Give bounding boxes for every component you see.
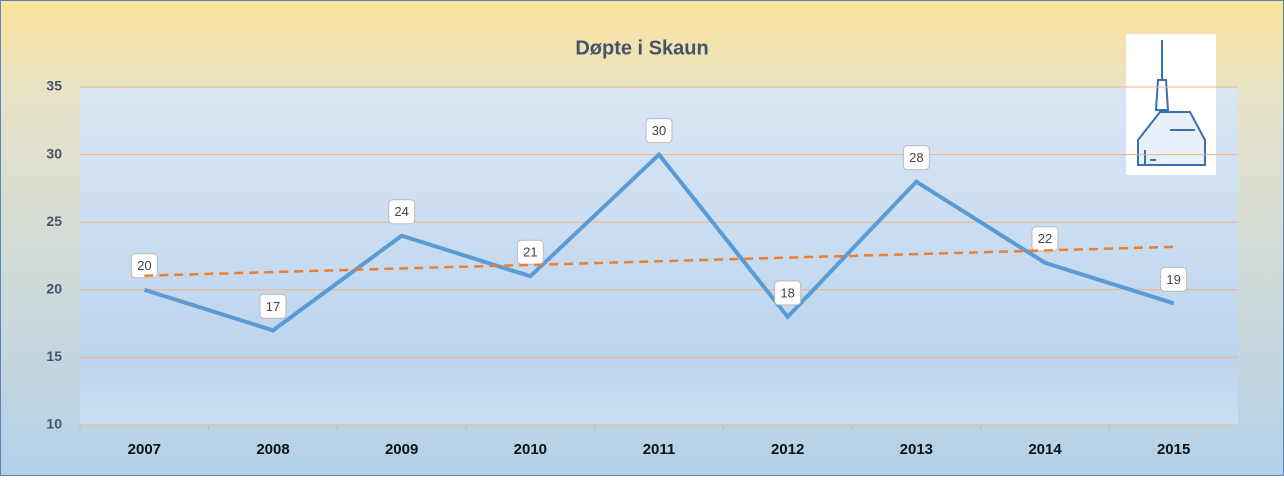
data-label: 22 bbox=[1038, 231, 1052, 246]
data-label: 18 bbox=[780, 285, 794, 300]
data-label: 21 bbox=[523, 245, 537, 260]
x-tick-label: 2015 bbox=[1157, 441, 1190, 458]
x-tick-label: 2011 bbox=[643, 441, 676, 458]
y-tick-label: 20 bbox=[46, 281, 62, 297]
data-label: 19 bbox=[1166, 272, 1180, 287]
data-label: 17 bbox=[266, 299, 280, 314]
x-tick-label: 2012 bbox=[771, 441, 804, 458]
x-tick-label: 2013 bbox=[900, 441, 933, 458]
x-tick-label: 2007 bbox=[128, 441, 161, 458]
x-tick-label: 2014 bbox=[1028, 441, 1062, 458]
y-tick-label: 10 bbox=[46, 416, 62, 432]
church-logo bbox=[1126, 34, 1216, 175]
x-tick-label: 2010 bbox=[514, 441, 547, 458]
y-tick-label: 25 bbox=[46, 213, 62, 229]
x-tick-label: 2009 bbox=[385, 441, 418, 458]
chart: Døpte i Skaun 10 15 20 25 30 35 2007 2008 2009 20… bbox=[0, 0, 1284, 476]
data-label: 30 bbox=[652, 123, 666, 138]
y-tick-label: 35 bbox=[46, 78, 62, 94]
data-label: 24 bbox=[394, 204, 408, 219]
data-label: 20 bbox=[137, 258, 151, 273]
chart-title: Døpte i Skaun bbox=[575, 37, 708, 59]
data-label: 28 bbox=[909, 150, 923, 165]
y-tick-label: 15 bbox=[46, 348, 62, 364]
x-tick-label: 2008 bbox=[256, 441, 289, 458]
y-tick-label: 30 bbox=[46, 145, 62, 161]
